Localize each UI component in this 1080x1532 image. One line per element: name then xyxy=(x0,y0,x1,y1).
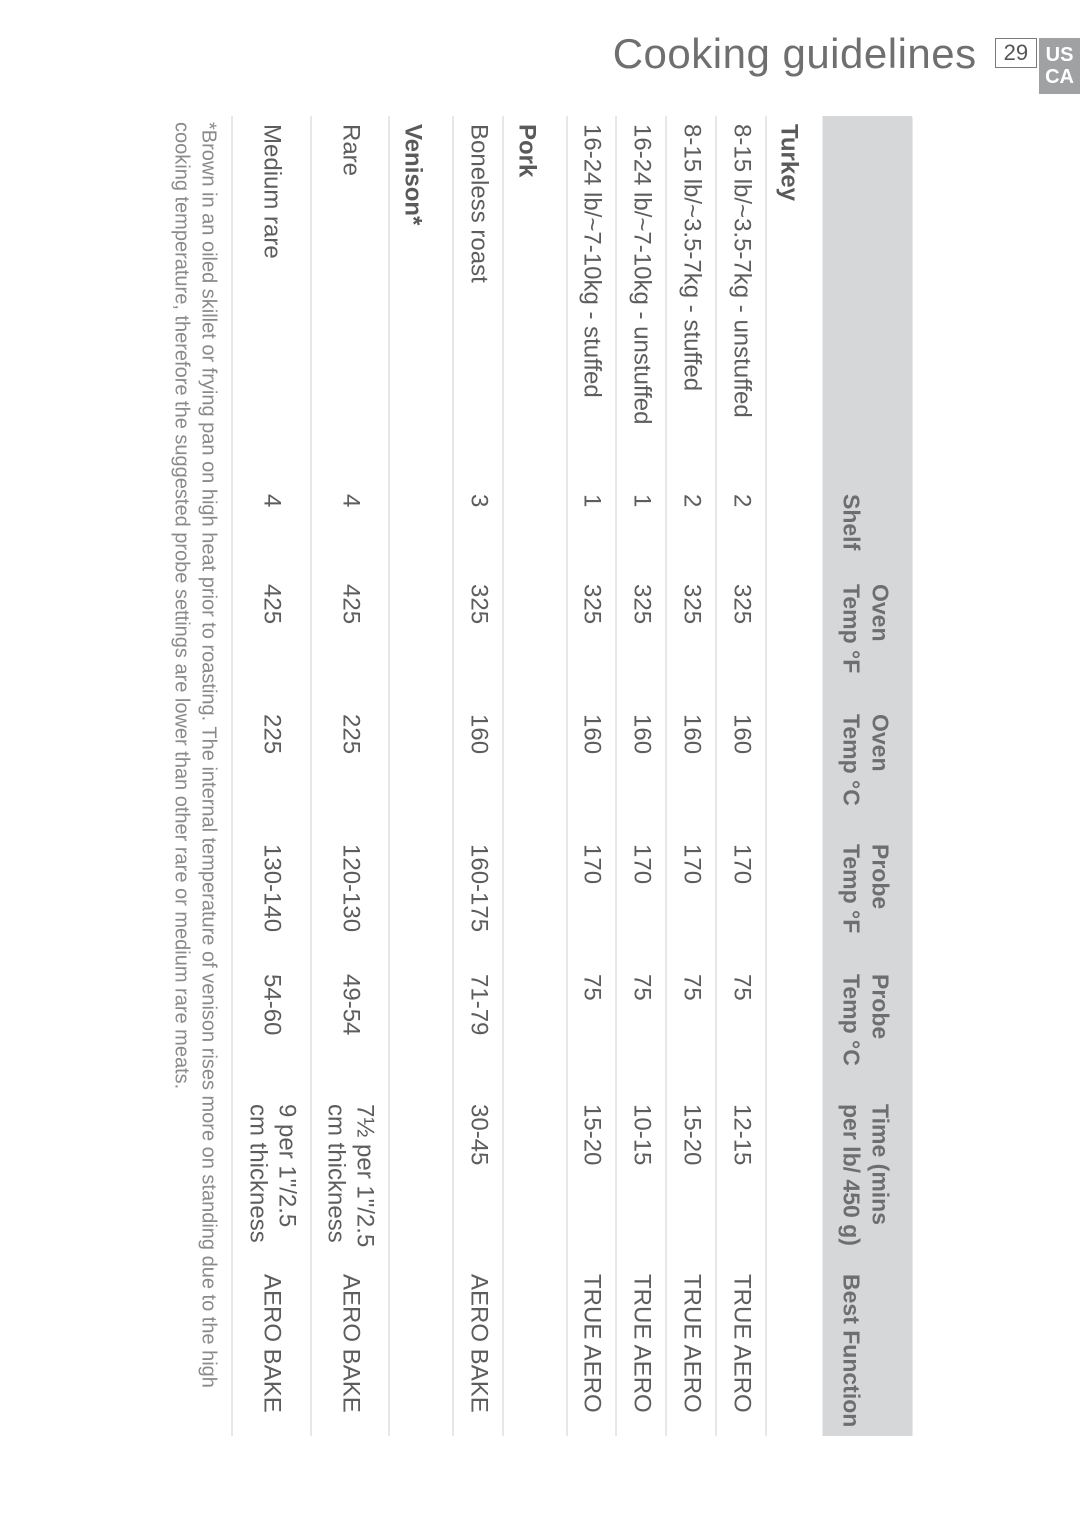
cell-shelf: 4 xyxy=(232,486,311,576)
cell-item: Rare xyxy=(311,116,390,486)
cell-func: TRUE AERO xyxy=(716,1266,766,1436)
cell-probe-c: 71-79 xyxy=(453,966,503,1096)
cell-oven-c: 225 xyxy=(232,706,311,836)
cell-time: 15-20 xyxy=(567,1096,617,1266)
section-label: Pork xyxy=(503,116,560,1436)
cell-oven-c: 225 xyxy=(311,706,390,836)
cell-probe-f: 170 xyxy=(716,836,766,966)
cell-shelf: 1 xyxy=(567,486,617,576)
page-header: Cooking guidelines 29 US CA xyxy=(613,30,1080,94)
col-shelf: Shelf xyxy=(823,486,913,576)
region-tab: US CA xyxy=(1039,38,1080,94)
region-ca: CA xyxy=(1045,66,1074,88)
cell-probe-c: 54-60 xyxy=(232,966,311,1096)
cell-item: 16-24 lb/~7-10kg - unstuffed xyxy=(616,116,666,486)
cell-oven-f: 325 xyxy=(453,576,503,706)
page-title: Cooking guidelines xyxy=(613,30,977,78)
cell-probe-c: 75 xyxy=(616,966,666,1096)
cell-oven-f: 325 xyxy=(716,576,766,706)
cell-time: 9 per 1"/2.5 cm thickness xyxy=(232,1096,311,1266)
cell-oven-c: 160 xyxy=(666,706,716,836)
cell-probe-c: 49-54 xyxy=(311,966,390,1096)
section-heading-venison: Venison* xyxy=(389,116,446,1436)
cell-func: AERO BAKE xyxy=(232,1266,311,1436)
footnote: *Brown in an oiled skillet or frying pan… xyxy=(167,116,231,1416)
table-header: Shelf Oven Temp °F Oven Temp °C Probe Te… xyxy=(823,116,913,1436)
col-func: Best Function xyxy=(823,1266,913,1436)
col-item xyxy=(823,116,913,486)
col-time: Time (mins per lb/ 450 g) xyxy=(823,1096,913,1266)
cell-oven-f: 425 xyxy=(311,576,390,706)
table-row: 8-15 lb/~3.5-7kg - unstuffed 2 325 160 1… xyxy=(716,116,766,1436)
cell-oven-c: 160 xyxy=(453,706,503,836)
cell-oven-f: 425 xyxy=(232,576,311,706)
cell-oven-f: 325 xyxy=(666,576,716,706)
cell-time: 15-20 xyxy=(666,1096,716,1266)
section-label: Turkey xyxy=(766,116,823,1436)
cell-item: 8-15 lb/~3.5-7kg - stuffed xyxy=(666,116,716,486)
cell-probe-c: 75 xyxy=(567,966,617,1096)
cell-probe-c: 75 xyxy=(666,966,716,1096)
cell-shelf: 2 xyxy=(666,486,716,576)
cooking-table-container: Shelf Oven Temp °F Oven Temp °C Probe Te… xyxy=(167,116,912,1416)
cell-item: 16-24 lb/~7-10kg - stuffed xyxy=(567,116,617,486)
cell-func: TRUE AERO xyxy=(666,1266,716,1436)
col-oven-c: Oven Temp °C xyxy=(823,706,913,836)
cell-time: 12-15 xyxy=(716,1096,766,1266)
cell-oven-f: 325 xyxy=(567,576,617,706)
cell-func: AERO BAKE xyxy=(311,1266,390,1436)
cell-func: TRUE AERO xyxy=(616,1266,666,1436)
cooking-table: Shelf Oven Temp °F Oven Temp °C Probe Te… xyxy=(231,116,912,1436)
section-heading-turkey: Turkey xyxy=(766,116,823,1436)
table-row: Boneless roast 3 325 160 160-175 71-79 3… xyxy=(453,116,503,1436)
cell-probe-c: 75 xyxy=(716,966,766,1096)
cell-func: AERO BAKE xyxy=(453,1266,503,1436)
section-label: Venison* xyxy=(389,116,446,1436)
table-row: Rare 4 425 225 120-130 49-54 7½ per 1"/2… xyxy=(311,116,390,1436)
cell-time: 30-45 xyxy=(453,1096,503,1266)
cell-oven-c: 160 xyxy=(567,706,617,836)
cell-probe-f: 130-140 xyxy=(232,836,311,966)
cell-oven-c: 160 xyxy=(716,706,766,836)
cell-item: Boneless roast xyxy=(453,116,503,486)
table-row: 16-24 lb/~7-10kg - unstuffed 1 325 160 1… xyxy=(616,116,666,1436)
region-us: US xyxy=(1045,44,1074,66)
page-number: 29 xyxy=(995,38,1037,68)
table-row: Medium rare 4 425 225 130-140 54-60 9 pe… xyxy=(232,116,311,1436)
cell-shelf: 2 xyxy=(716,486,766,576)
cell-probe-f: 170 xyxy=(567,836,617,966)
section-heading-pork: Pork xyxy=(503,116,560,1436)
col-probe-f: Probe Temp °F xyxy=(823,836,913,966)
cell-func: TRUE AERO xyxy=(567,1266,617,1436)
table-row: 16-24 lb/~7-10kg - stuffed 1 325 160 170… xyxy=(567,116,617,1436)
page: Cooking guidelines 29 US CA Shelf Oven T… xyxy=(0,0,1080,1532)
table-row: 8-15 lb/~3.5-7kg - stuffed 2 325 160 170… xyxy=(666,116,716,1436)
cell-shelf: 3 xyxy=(453,486,503,576)
col-oven-f: Oven Temp °F xyxy=(823,576,913,706)
cell-probe-f: 160-175 xyxy=(453,836,503,966)
cell-time: 10-15 xyxy=(616,1096,666,1266)
cell-oven-f: 325 xyxy=(616,576,666,706)
col-probe-c: Probe Temp °C xyxy=(823,966,913,1096)
cell-item: Medium rare xyxy=(232,116,311,486)
cell-probe-f: 170 xyxy=(666,836,716,966)
cell-shelf: 1 xyxy=(616,486,666,576)
cell-time: 7½ per 1"/2.5 cm thickness xyxy=(311,1096,390,1266)
cell-probe-f: 170 xyxy=(616,836,666,966)
cell-probe-f: 120-130 xyxy=(311,836,390,966)
cell-item: 8-15 lb/~3.5-7kg - unstuffed xyxy=(716,116,766,486)
cell-oven-c: 160 xyxy=(616,706,666,836)
cell-shelf: 4 xyxy=(311,486,390,576)
